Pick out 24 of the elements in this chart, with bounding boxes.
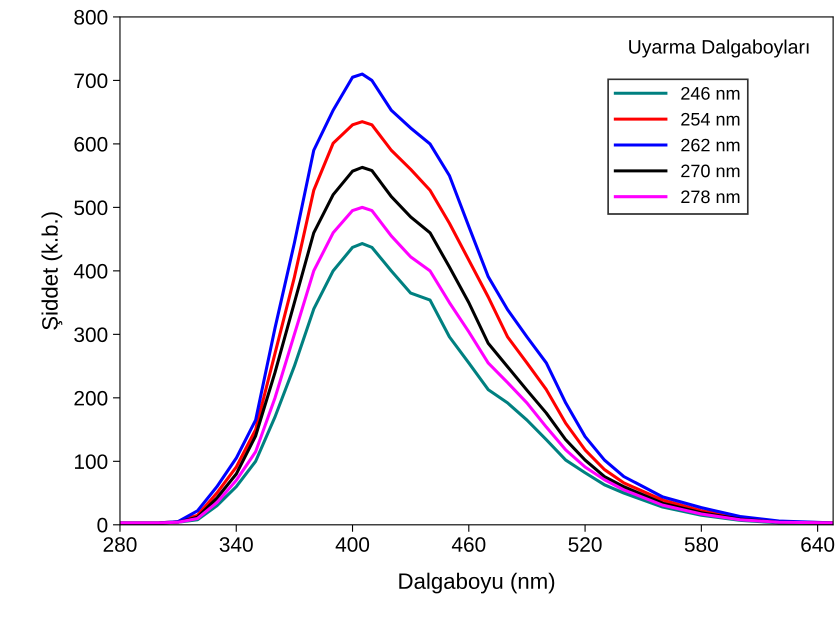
legend-title: Uyarma Dalgaboyları xyxy=(629,39,808,58)
x-tick-label: 580 xyxy=(684,537,718,552)
y-tick-label: 100 xyxy=(75,454,108,470)
x-tick-label: 400 xyxy=(336,537,370,552)
y-tick-label: 800 xyxy=(74,10,108,25)
x-tick-label: 280 xyxy=(104,537,137,552)
legend-label: 246 nm xyxy=(681,86,740,100)
x-tick-label: 520 xyxy=(568,537,602,552)
y-tick-label: 600 xyxy=(74,136,108,152)
x-tick-label: 460 xyxy=(452,537,486,552)
legend-label: 270 nm xyxy=(681,164,740,178)
y-tick-label: 400 xyxy=(74,264,108,279)
x-tick-label: 340 xyxy=(220,537,253,552)
y-axis-title: Şiddet (k.b.) xyxy=(41,212,62,330)
y-tick-label: 0 xyxy=(97,518,108,533)
x-axis-title: Dalgaboyu (nm) xyxy=(399,572,554,594)
legend-label: 262 nm xyxy=(681,138,740,152)
x-tick-label: 640 xyxy=(801,537,834,552)
y-tick-label: 200 xyxy=(74,390,108,406)
y-tick-label: 500 xyxy=(74,200,108,216)
y-tick-label: 700 xyxy=(74,73,108,88)
legend-label: 254 nm xyxy=(681,112,740,126)
legend-label: 278 nm xyxy=(681,190,740,204)
y-tick-label: 300 xyxy=(74,327,108,342)
